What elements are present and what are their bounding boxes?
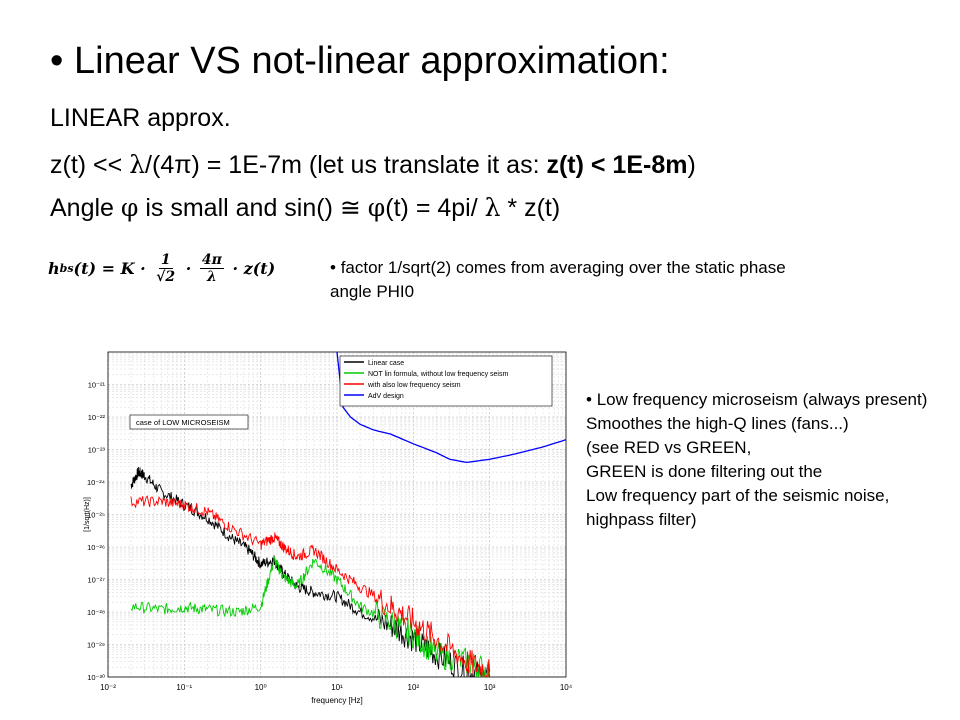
y-tick-label: 10⁻²⁸ xyxy=(87,608,105,617)
y-tick-label: 10⁻²⁶ xyxy=(87,543,105,552)
x-tick-label: 10³ xyxy=(484,683,496,692)
legend-entry-3: AdV design xyxy=(368,393,404,400)
y-tick-label: 10⁻²⁷ xyxy=(87,576,105,585)
legend-box xyxy=(339,355,553,407)
y-tick-label: 10⁻²⁵ xyxy=(87,511,105,520)
slide-title-text: Linear VS not-linear approximation: xyxy=(74,40,670,82)
y-tick-label: 10⁻³⁰ xyxy=(87,673,105,682)
x-tick-label: 10² xyxy=(408,683,420,692)
x-axis-label: frequency [Hz] xyxy=(311,696,363,705)
y-tick-label: 10⁻²³ xyxy=(88,446,106,455)
bullet-icon: • xyxy=(50,40,64,82)
line-linear-approx: LINEAR approx. xyxy=(50,104,231,132)
line-condition: z(t) << λ/(4π) = 1E-7m (let us translate… xyxy=(50,150,696,179)
legend-entry-2: with also low frequency seism xyxy=(367,382,461,389)
slide-title: • Linear VS not-linear approximation: xyxy=(50,40,670,83)
legend-entry-0: Linear case xyxy=(368,360,404,367)
x-tick-label: 10¹ xyxy=(331,683,343,692)
y-tick-label: 10⁻²¹ xyxy=(88,381,106,390)
x-tick-label: 10⁻² xyxy=(100,683,116,692)
series-line-3 xyxy=(336,352,566,464)
series-line-1 xyxy=(130,556,491,677)
x-tick-label: 10⁴ xyxy=(560,683,573,692)
y-tick-label: 10⁻²⁴ xyxy=(87,478,105,487)
annotation-box xyxy=(129,414,249,430)
sensitivity-chart: 10⁻² 10⁻¹ 10⁰ 10¹ 10² 10³ 10⁴ 10⁻²¹ 10⁻²² 10⁻²³ 10… xyxy=(84,351,573,705)
hbs-formula: h bs (t) = K · 1 √2 · 4π λ · z(t) xyxy=(48,252,276,285)
legend-entry-1: NOT lin formula, without low frequency s… xyxy=(368,371,508,378)
x-tick-label: 10⁻¹ xyxy=(176,683,192,692)
y-tick-label: 10⁻²² xyxy=(88,413,106,422)
note-microseism: • Low frequency microseism (always prese… xyxy=(586,390,928,529)
x-tick-label: 10⁰ xyxy=(255,683,267,692)
note-sqrt2-factor: • factor 1/sqrt(2) comes from averaging … xyxy=(330,258,786,301)
y-axis-label: [1/sqrt(Hz)] xyxy=(84,497,91,532)
series-line-2 xyxy=(130,495,491,677)
y-tick-label: 10⁻²⁹ xyxy=(87,641,105,650)
line-small-angle: Angle φ is small and sin() ≅ φ(t) = 4pi/… xyxy=(50,193,561,222)
annotation-text: case of LOW MICROSEISM xyxy=(136,418,230,427)
